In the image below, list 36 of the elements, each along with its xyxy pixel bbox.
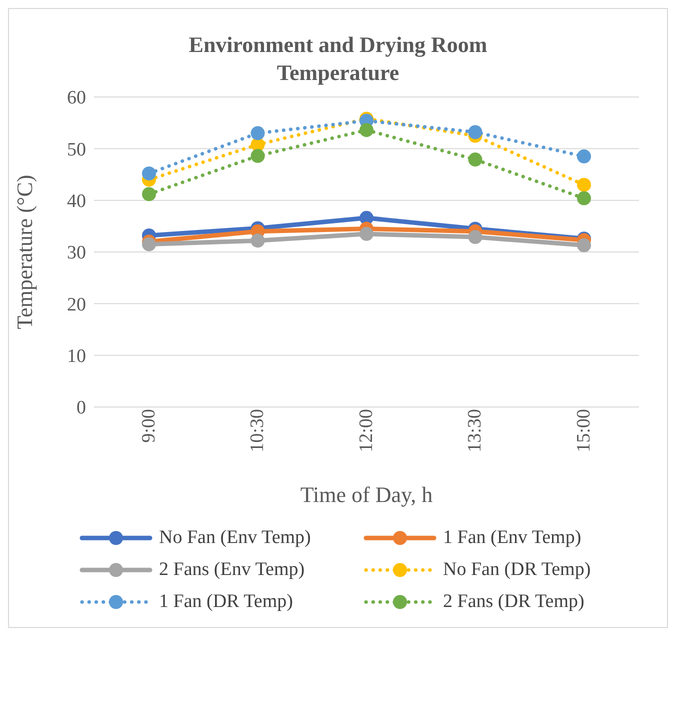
y-tick-label: 30 (67, 242, 86, 264)
y-tick-label: 20 (67, 294, 86, 316)
point (142, 166, 156, 180)
x-tick-label: 10:30 (247, 409, 268, 452)
y-tick-label: 40 (67, 191, 86, 212)
y-tick-label: 50 (67, 139, 86, 160)
y-tick-label: 10 (67, 346, 86, 368)
point (250, 234, 265, 248)
point (142, 237, 156, 252)
x-tick-label: 9:00 (138, 409, 160, 443)
legend-label: No Fan (DR Temp) (443, 559, 591, 581)
x-tick-label: 15:00 (573, 409, 594, 452)
point (577, 149, 591, 164)
point (250, 148, 265, 163)
y-axis-title: Temperature (°C) (12, 174, 37, 330)
y-tick-label: 60 (67, 88, 86, 109)
point (360, 226, 374, 241)
point (360, 123, 374, 138)
point (468, 230, 482, 244)
legend-label: No Fan (Env Temp) (159, 527, 311, 549)
chart-title: Environment and Drying Room Temperature (188, 31, 488, 87)
point (468, 125, 482, 140)
legend-label: 1 Fan (DR Temp) (159, 591, 293, 613)
point (142, 187, 156, 202)
x-axis-title: Time of Day, h (300, 482, 433, 507)
legend-label: 1 Fan (Env Temp) (443, 527, 582, 549)
point (468, 152, 482, 167)
point (250, 126, 265, 140)
x-tick-label: 12:00 (356, 409, 377, 452)
point (577, 178, 591, 192)
point (577, 238, 591, 252)
x-tick-label: 13:30 (464, 409, 486, 452)
y-tick-label: 0 (76, 398, 86, 419)
point (577, 191, 591, 206)
legend-label: 2 Fans (Env Temp) (159, 559, 305, 581)
legend-label: 2 Fans (DR Temp) (443, 591, 584, 613)
